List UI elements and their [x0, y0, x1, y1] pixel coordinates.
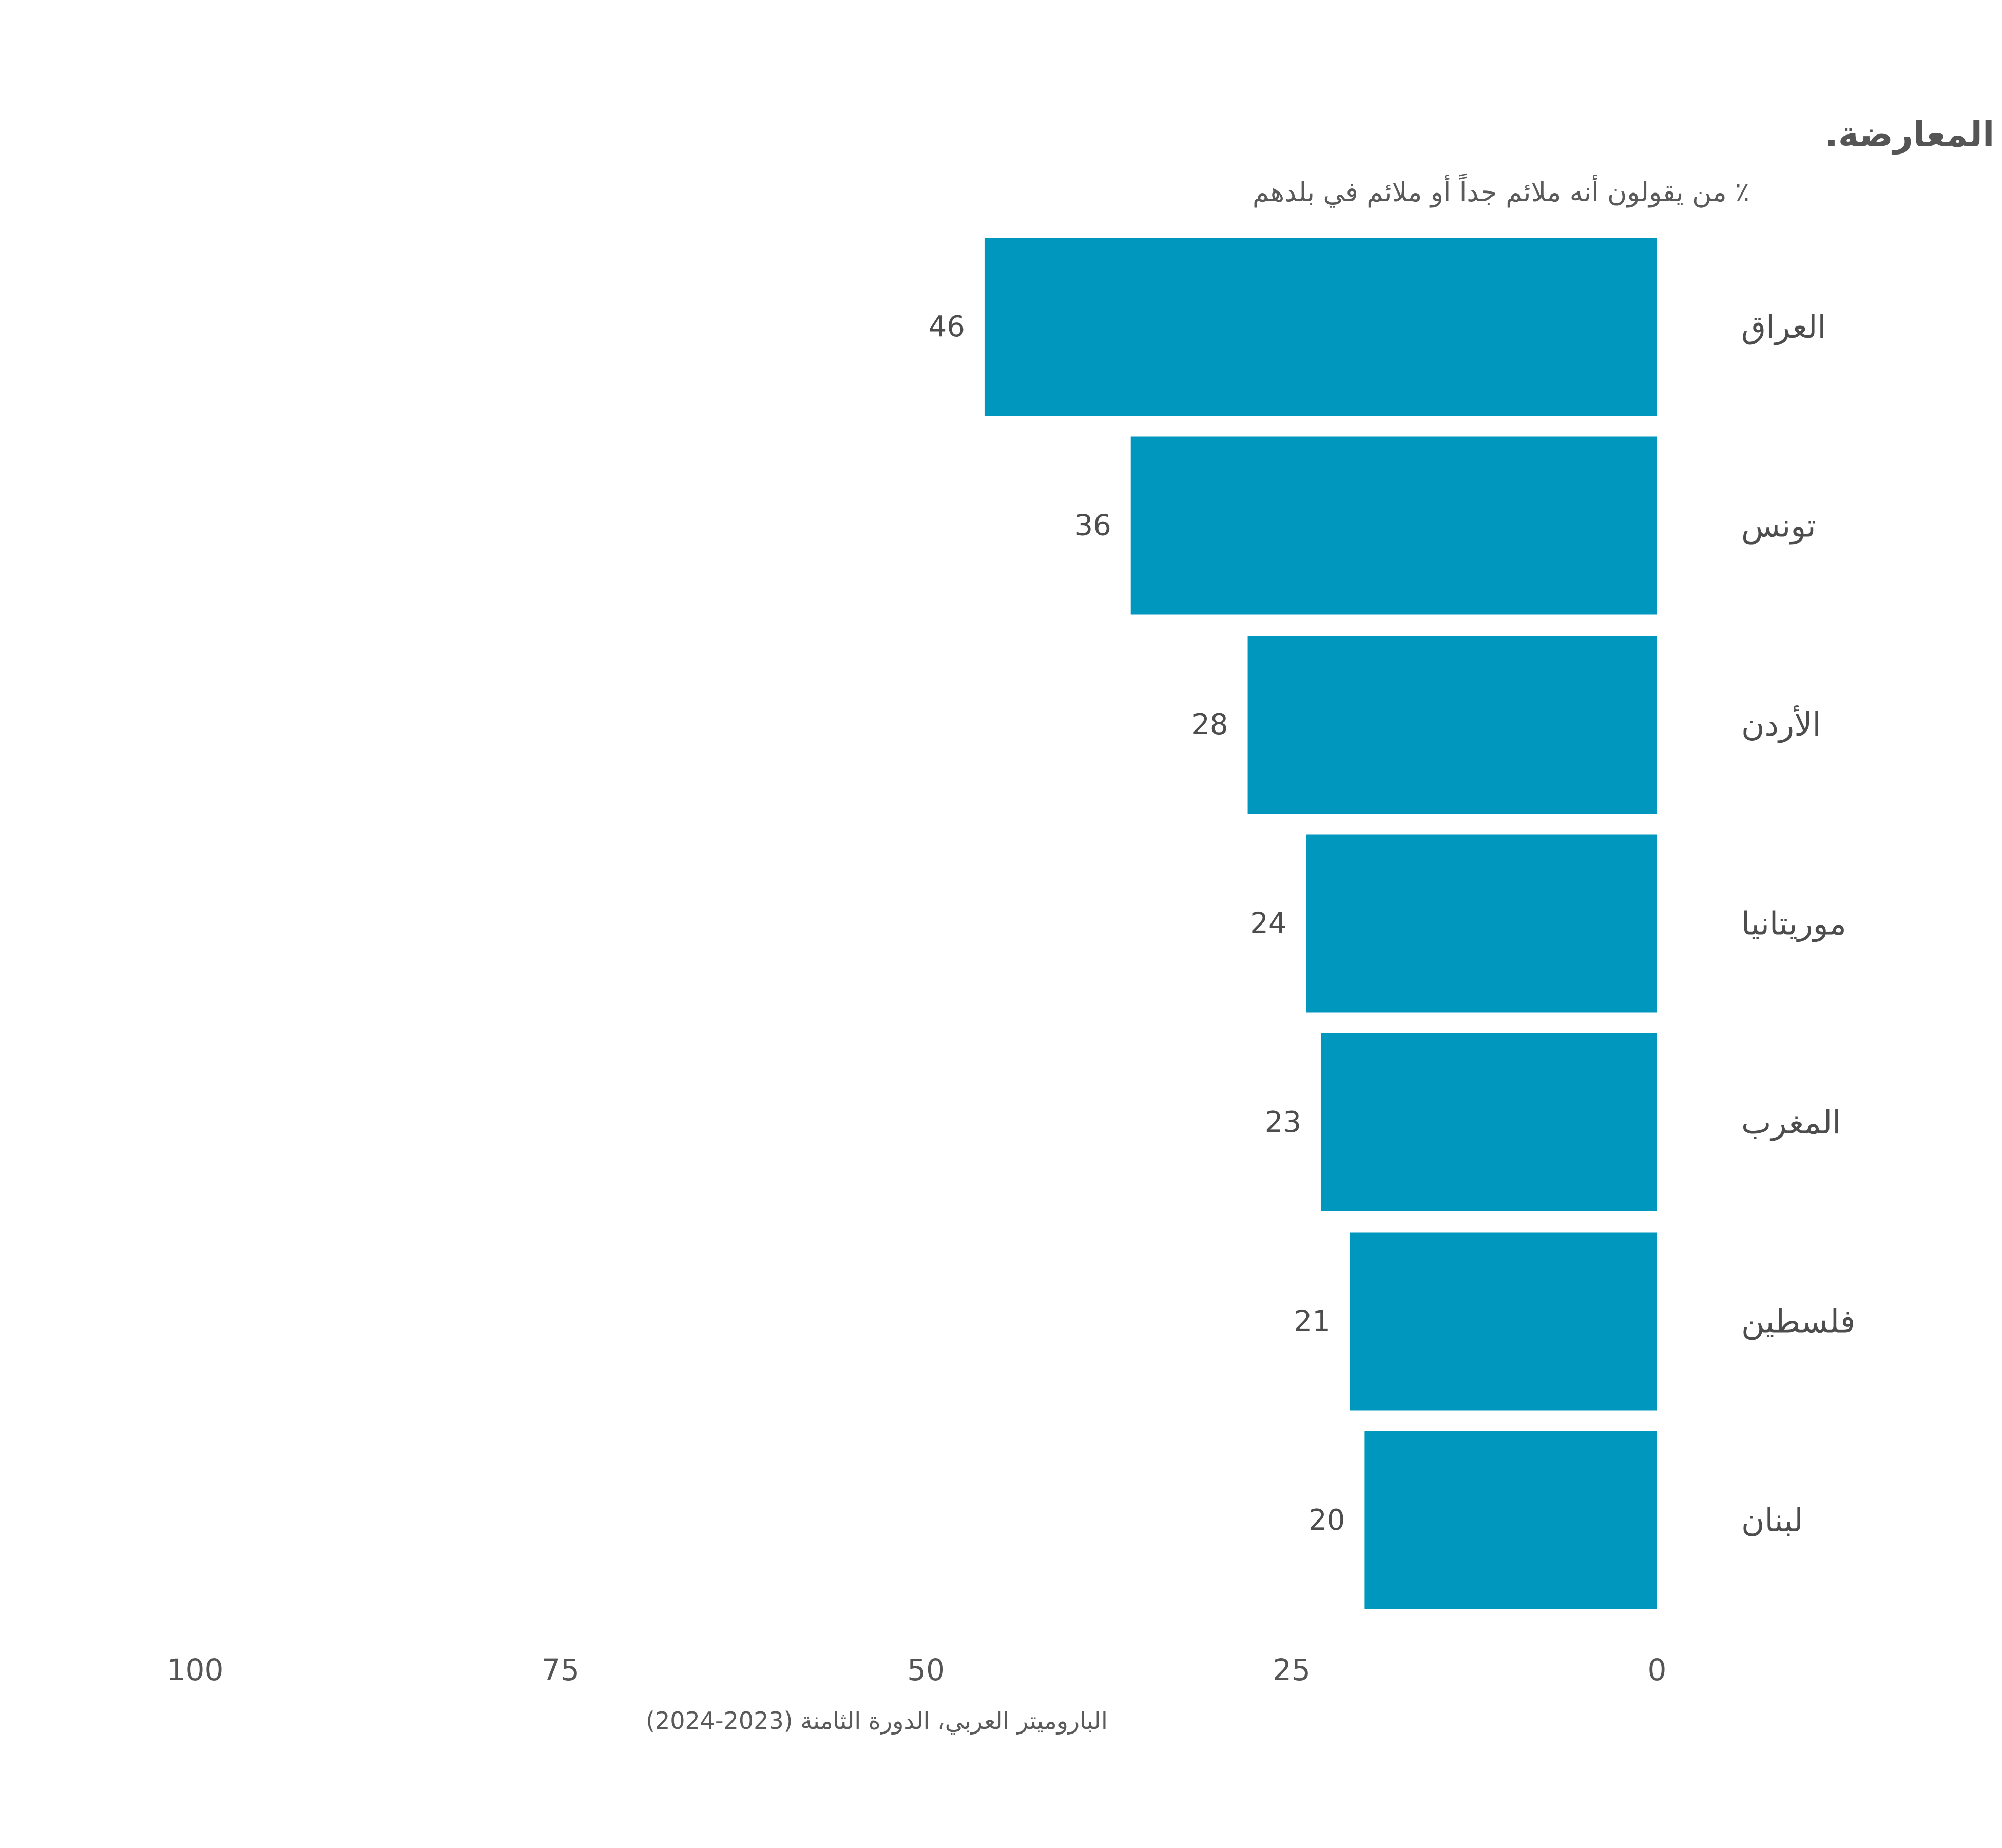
data-label: 21 [1294, 1305, 1331, 1338]
category-labels-group: العراق تونس الأردن موريتانيا المغرب فلسطين لبن… [1741, 308, 1855, 1539]
chart-subtitle: ٪ من يقولون أنه ملائم جداً أو ملائم في ب… [1253, 174, 1749, 208]
x-tick-label: 75 [542, 1652, 580, 1687]
category-label: فلسطين [1741, 1303, 1855, 1340]
category-label: الأردن [1741, 705, 1821, 743]
data-label: 24 [1250, 907, 1286, 940]
data-label: 28 [1191, 708, 1228, 741]
data-label: 20 [1308, 1504, 1345, 1537]
bar [1130, 436, 1657, 615]
x-axis-ticks: 0 25 50 75 100 [167, 1652, 1667, 1687]
data-label: 23 [1265, 1106, 1301, 1139]
bar [1364, 1431, 1657, 1609]
category-label: لبنان [1741, 1502, 1803, 1539]
chart-title: نظام سياسي تتولى فيه الحكم سلطة قوية تأخ… [1825, 111, 2002, 155]
chart-source: الباروميتر العربي، الدورة الثامنة (2023-… [646, 1707, 1108, 1735]
bar [984, 238, 1657, 416]
category-label: موريتانيا [1741, 905, 1846, 942]
category-label: المغرب [1741, 1104, 1841, 1141]
bars-group [984, 238, 1657, 1609]
bar [1247, 636, 1657, 814]
value-labels-group: 46 36 28 24 23 21 20 [929, 310, 1345, 1537]
x-tick-label: 0 [1648, 1652, 1667, 1687]
x-tick-label: 100 [167, 1652, 224, 1687]
bar [1320, 1033, 1657, 1211]
category-label: تونس [1741, 507, 1816, 545]
data-label: 36 [1074, 509, 1111, 543]
bar [1306, 834, 1657, 1013]
category-label: العراق [1741, 308, 1826, 345]
bar [1350, 1232, 1657, 1411]
x-tick-label: 50 [907, 1652, 945, 1687]
data-label: 46 [929, 310, 965, 343]
x-tick-label: 25 [1273, 1652, 1311, 1687]
